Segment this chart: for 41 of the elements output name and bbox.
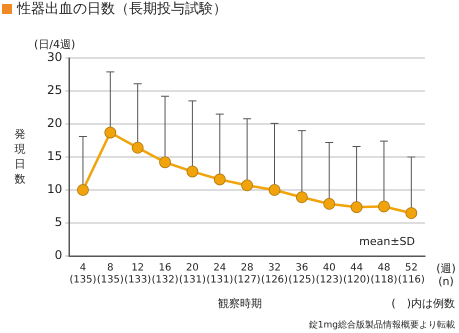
x-tick-label: 28 (127) — [234, 262, 261, 286]
point — [186, 166, 198, 178]
x-tick-label: 8 (135) — [96, 262, 124, 286]
point — [350, 201, 362, 214]
y-axis-title: 発現日数 — [14, 127, 26, 186]
y-tick-label: 0 — [54, 248, 62, 262]
x-tick-label: 20 (131) — [178, 262, 206, 286]
x-tick-label: 16 (132) — [152, 262, 179, 286]
point — [323, 198, 336, 210]
chart-title: 性器出血の日数（長期投与試験） — [17, 0, 227, 18]
point — [405, 207, 418, 219]
x-tick-label: 32 (126) — [261, 262, 288, 286]
point — [214, 174, 226, 186]
text: (日/4週) — [34, 38, 76, 51]
point — [159, 156, 171, 168]
y-tick-label: 15 — [46, 149, 62, 164]
text: 錠1mg総合版製品情報概要より転載 — [308, 319, 455, 330]
x-tick-label: 44 (120) — [343, 262, 370, 286]
x-tick-label: 52 (116) — [398, 262, 425, 286]
x-tick-label: 36 (125) — [288, 262, 316, 286]
text: (週) (n) — [436, 262, 456, 288]
x-tick-label: 12 (133) — [124, 262, 152, 286]
point — [296, 191, 308, 204]
annotation: mean±SD — [359, 234, 415, 248]
y-tick-label: 25 — [46, 83, 62, 98]
text: ( )内は例数 — [391, 296, 455, 310]
x-axis-title: 観察時期 — [218, 296, 262, 310]
point — [378, 200, 390, 212]
x-tick-label: 4 (135) — [70, 262, 96, 286]
point — [268, 184, 280, 196]
point — [77, 184, 89, 196]
x-tick-label: 40 (123) — [316, 262, 343, 286]
y-tick-label: 30 — [46, 50, 62, 64]
point — [241, 179, 254, 192]
y-tick-label: 20 — [46, 116, 62, 130]
y-tick-label: 5 — [54, 215, 62, 230]
point — [104, 126, 116, 138]
x-tick-label: 24 (131) — [206, 262, 234, 286]
y-tick-label: 10 — [46, 182, 62, 196]
x-tick-label: 48 (118) — [370, 262, 398, 286]
point — [132, 142, 144, 154]
